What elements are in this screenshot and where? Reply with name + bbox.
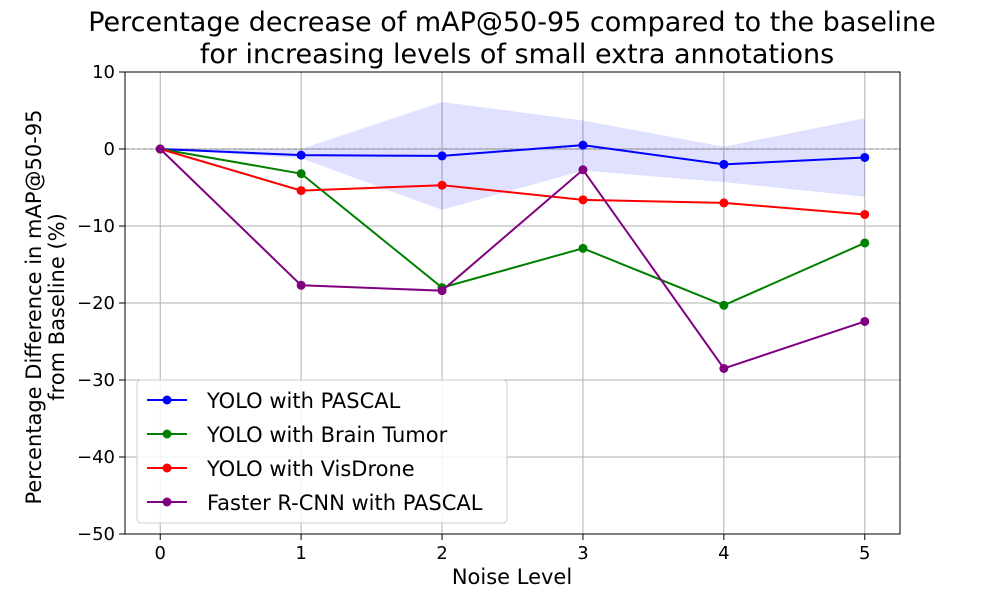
y-tick-label: −50 (77, 524, 115, 545)
y-tick-label: −30 (77, 370, 115, 391)
series-point (719, 300, 729, 310)
series-line (160, 148, 866, 307)
series-point (296, 186, 306, 196)
legend-item: YOLO with PASCAL (147, 389, 401, 413)
confidence-band (160, 102, 865, 210)
x-tick-label: 3 (577, 543, 588, 564)
series-point (578, 195, 588, 205)
x-tick-label: 5 (859, 543, 870, 564)
y-tick-label: 0 (104, 139, 115, 160)
y-axis-label-line-1: Percentage Difference in mAP@50-95 (22, 109, 46, 504)
series-point (296, 169, 306, 179)
x-tick-label: 2 (436, 543, 447, 564)
legend-label: YOLO with PASCAL (206, 389, 401, 413)
series-4 (155, 144, 870, 373)
series-point (437, 286, 447, 296)
y-tick-label: −10 (77, 216, 115, 237)
series-point (719, 363, 729, 373)
x-tick-label: 1 (295, 543, 306, 564)
series-point (860, 152, 870, 162)
series-point (860, 209, 870, 219)
series-point (578, 140, 588, 150)
series-point (296, 150, 306, 160)
legend-label: Faster R-CNN with PASCAL (207, 491, 483, 515)
x-tick-label: 0 (155, 543, 166, 564)
series-line (159, 148, 865, 216)
chart-title-line-2: for increasing levels of small extra ann… (200, 39, 834, 70)
legend: YOLO with PASCAL YOLO with Brain Tumor YOL… (136, 379, 508, 524)
series-point (719, 159, 729, 169)
series-point (437, 180, 447, 190)
series-line (160, 144, 865, 166)
legend-box (136, 379, 508, 524)
y-axis-label-line-2: from Baseline (%) (45, 213, 69, 401)
y-tick-label: −20 (77, 293, 115, 314)
series-point (155, 144, 165, 154)
chart-title-line-1: Percentage decrease of mAP@50-95 compare… (88, 7, 936, 38)
series-point (860, 316, 870, 326)
legend-swatch-marker (162, 429, 172, 439)
series-point (578, 165, 588, 175)
legend-label: YOLO with Brain Tumor (206, 423, 448, 447)
x-tick-label: 4 (718, 543, 729, 564)
series-point (296, 280, 306, 290)
series-point (719, 198, 729, 208)
legend-item: YOLO with Brain Tumor (147, 423, 448, 447)
series-line (159, 148, 866, 370)
x-axis-label: Noise Level (452, 565, 572, 589)
y-tick-label: 10 (92, 62, 115, 83)
legend-swatch-marker (162, 463, 172, 473)
series-point (437, 151, 447, 161)
legend-item: YOLO with VisDrone (147, 457, 415, 481)
legend-swatch-marker (162, 395, 172, 405)
legend-item: Faster R-CNN with PASCAL (147, 491, 483, 515)
series-point (578, 243, 588, 253)
legend-label: YOLO with VisDrone (206, 457, 415, 481)
legend-swatch-marker (162, 497, 172, 507)
series-point (860, 238, 870, 248)
y-tick-label: −40 (77, 447, 115, 468)
